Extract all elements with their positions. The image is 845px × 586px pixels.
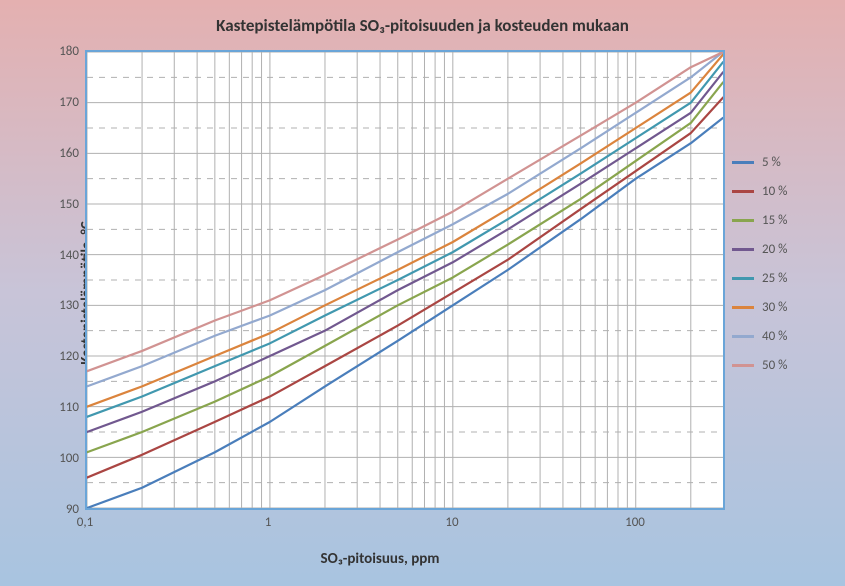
plot-area <box>85 50 725 510</box>
y-tick-label: 120 <box>39 349 79 364</box>
legend-label: 10 % <box>762 184 787 199</box>
legend-item: 30 % <box>732 300 827 315</box>
y-tick-label: 180 <box>39 44 79 59</box>
y-tick-label: 150 <box>39 197 79 212</box>
legend-item: 10 % <box>732 184 827 199</box>
y-tick-label: 130 <box>39 298 79 313</box>
legend-label: 20 % <box>762 242 787 257</box>
x-tick-label: 10 <box>445 515 458 530</box>
plot-svg <box>87 52 723 508</box>
legend-swatch <box>732 190 754 193</box>
legend-label: 5 % <box>762 155 781 170</box>
x-tick-label: 100 <box>625 515 645 530</box>
legend-item: 50 % <box>732 358 827 373</box>
legend: 5 % 10 % 15 % 20 % 25 % 30 % 40 % 50 % <box>732 155 827 387</box>
legend-item: 15 % <box>732 213 827 228</box>
legend-swatch <box>732 219 754 222</box>
legend-item: 40 % <box>732 329 827 344</box>
y-tick-label: 100 <box>39 451 79 466</box>
legend-label: 40 % <box>762 329 787 344</box>
legend-label: 15 % <box>762 213 787 228</box>
legend-swatch <box>732 277 754 280</box>
legend-item: 20 % <box>732 242 827 257</box>
y-tick-label: 140 <box>39 248 79 263</box>
chart-container: Kastepistelämpötila SO₃-pitoisuuden ja k… <box>0 0 845 586</box>
legend-swatch <box>732 306 754 309</box>
legend-swatch <box>732 248 754 251</box>
legend-label: 50 % <box>762 358 787 373</box>
legend-swatch <box>732 364 754 367</box>
y-tick-label: 160 <box>39 146 79 161</box>
x-tick-label: 1 <box>265 515 272 530</box>
x-tick-label: 0,1 <box>77 515 93 530</box>
x-axis-label: SO₃-pitoisuus, ppm <box>0 550 760 568</box>
legend-swatch <box>732 335 754 338</box>
legend-label: 30 % <box>762 300 787 315</box>
y-tick-label: 110 <box>39 400 79 415</box>
y-tick-label: 90 <box>39 502 79 517</box>
legend-swatch <box>732 161 754 164</box>
legend-label: 25 % <box>762 271 787 286</box>
y-tick-label: 170 <box>39 95 79 110</box>
chart-title: Kastepistelämpötila SO₃-pitoisuuden ja k… <box>0 15 845 36</box>
legend-item: 5 % <box>732 155 827 170</box>
legend-item: 25 % <box>732 271 827 286</box>
